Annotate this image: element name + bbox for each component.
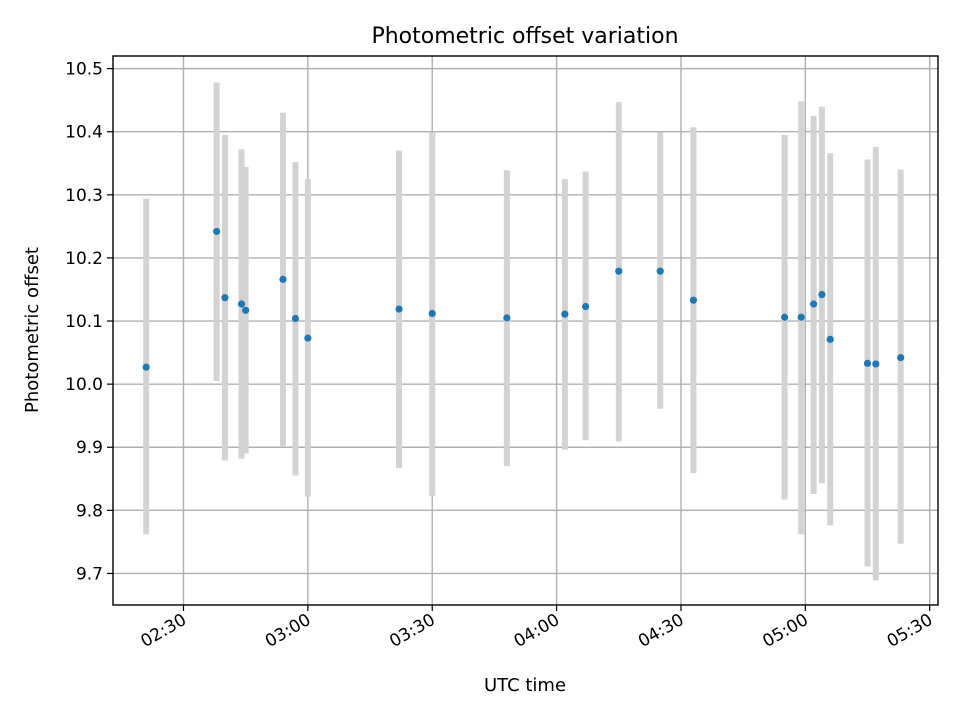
data-point xyxy=(221,294,229,302)
y-tick-label: 10.0 xyxy=(65,375,103,395)
data-point xyxy=(279,275,287,283)
data-point xyxy=(818,290,826,299)
data-point xyxy=(797,313,805,321)
y-tick-label: 10.5 xyxy=(65,60,103,80)
data-point xyxy=(689,296,698,304)
point-layer xyxy=(142,227,905,371)
data-point xyxy=(781,313,789,321)
data-point xyxy=(242,306,250,314)
data-point xyxy=(291,314,300,323)
data-point xyxy=(428,309,436,318)
data-point xyxy=(142,363,150,371)
y-tick-label: 10.4 xyxy=(65,123,103,143)
data-point xyxy=(872,360,880,368)
data-point xyxy=(582,302,590,311)
data-point xyxy=(237,300,246,308)
y-tick-label: 9.8 xyxy=(76,501,103,521)
y-tick-label: 10.1 xyxy=(65,312,103,332)
data-point xyxy=(897,354,905,362)
data-point xyxy=(615,267,623,275)
data-point xyxy=(863,359,872,367)
y-tick-label: 9.7 xyxy=(76,564,103,584)
data-point xyxy=(561,310,569,318)
y-tick-label: 10.3 xyxy=(65,186,103,206)
data-point xyxy=(304,334,312,342)
y-tick-label: 10.2 xyxy=(65,249,103,269)
data-point xyxy=(395,305,403,313)
y-axis-label: Photometric offset xyxy=(22,247,43,413)
data-point xyxy=(826,335,834,343)
data-point xyxy=(503,314,511,322)
data-point xyxy=(656,267,664,275)
x-axis-label: UTC time xyxy=(484,675,566,696)
plot-frame xyxy=(112,55,939,606)
y-tick-label: 9.9 xyxy=(76,438,103,458)
chart-title: Photometric offset variation xyxy=(371,24,678,49)
data-point xyxy=(213,227,221,236)
data-point xyxy=(810,300,818,308)
